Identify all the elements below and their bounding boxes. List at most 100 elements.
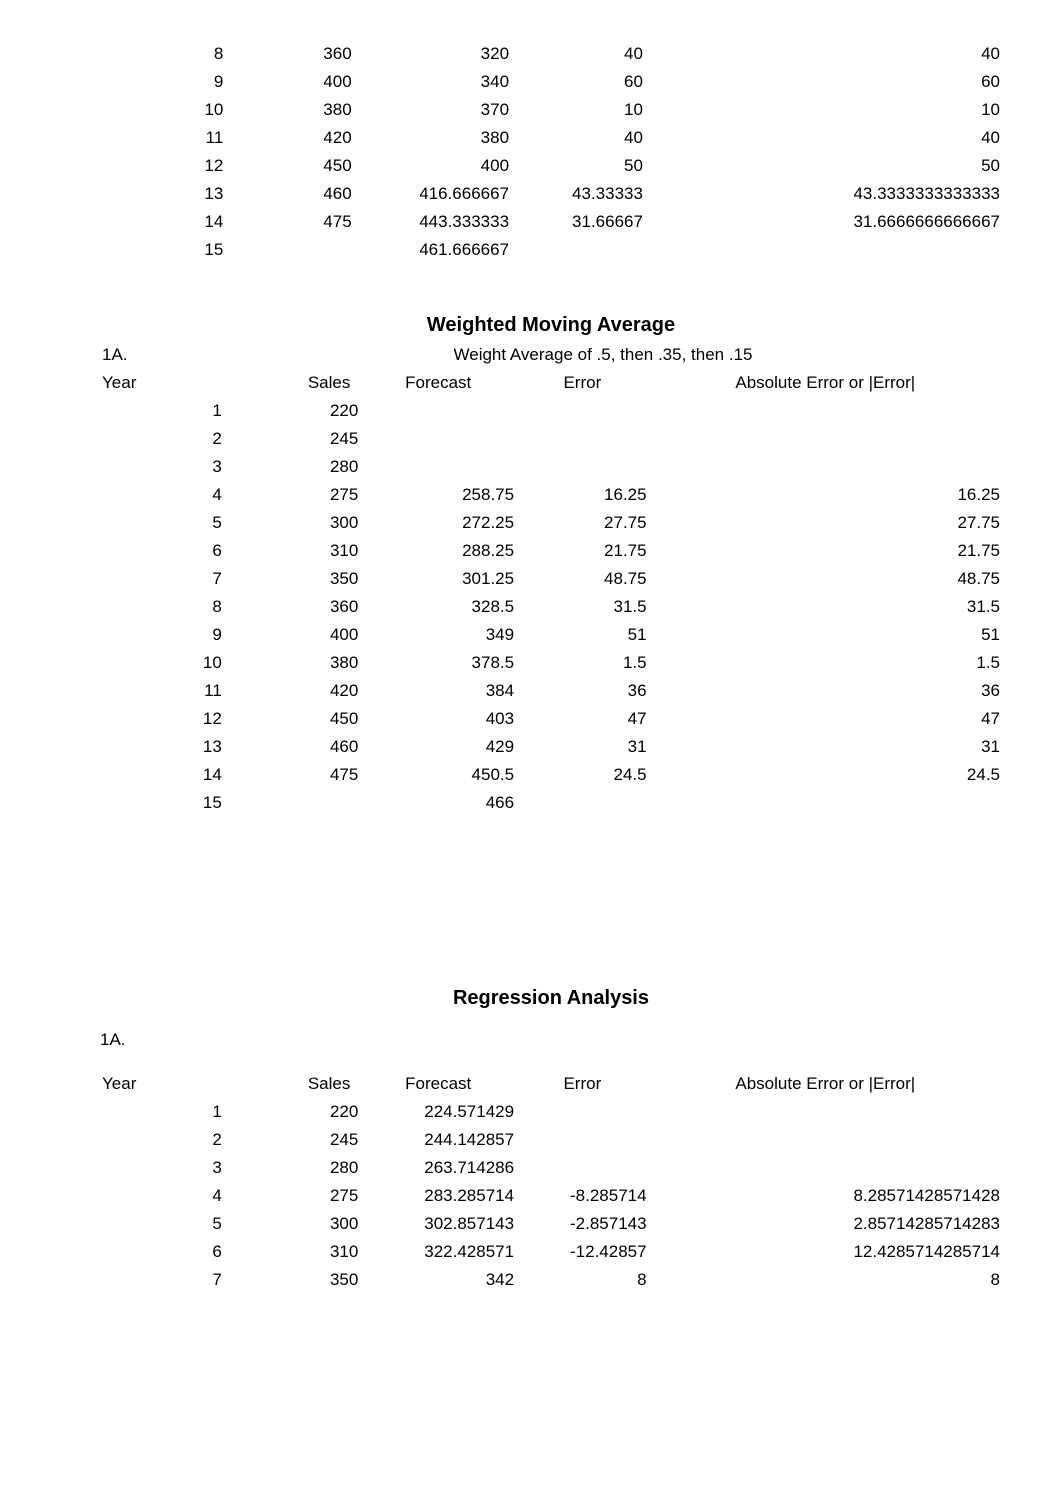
cell: 10	[100, 649, 242, 677]
cell: 2	[100, 425, 242, 453]
cell: 4	[100, 1182, 242, 1210]
cell: 47	[516, 705, 649, 733]
cell: 48.75	[516, 565, 649, 593]
cell: 3	[100, 1154, 242, 1182]
cell: 36	[516, 677, 649, 705]
table-row: 2245	[100, 425, 1002, 453]
cell: 360	[243, 40, 353, 68]
reg-h-sales: Sales	[242, 1070, 361, 1098]
table-row: 4275258.7516.2516.25	[100, 481, 1002, 509]
table-row: 4275283.285714-8.2857148.28571428571428	[100, 1182, 1002, 1210]
cell: 3	[100, 453, 242, 481]
cell: 60	[511, 68, 645, 96]
cell: 384	[360, 677, 516, 705]
table-row: 134604293131	[100, 733, 1002, 761]
table-row: 83603204040	[100, 40, 1002, 68]
cell: 21.75	[649, 537, 1002, 565]
reg-h-abs: Absolute Error or |Error|	[649, 1070, 1002, 1098]
table-row: 1220	[100, 397, 1002, 425]
cell: 12	[100, 152, 243, 180]
cell	[516, 1098, 649, 1126]
cell: 11	[100, 124, 243, 152]
cell	[649, 425, 1002, 453]
cell: 27.75	[649, 509, 1002, 537]
cell: 288.25	[360, 537, 516, 565]
cell: 31.66667	[511, 208, 645, 236]
cell: 340	[354, 68, 511, 96]
cell: 7	[100, 565, 242, 593]
cell	[649, 1126, 1002, 1154]
cell: 280	[242, 453, 361, 481]
cell: 380	[242, 649, 361, 677]
cell: 15	[100, 789, 242, 817]
cell: 2.85714285714283	[649, 1210, 1002, 1238]
cell	[516, 453, 649, 481]
cell: 24.5	[649, 761, 1002, 789]
cell: 50	[645, 152, 1002, 180]
cell: 9	[100, 621, 242, 649]
cell	[516, 425, 649, 453]
reg-h-err: Error	[516, 1070, 649, 1098]
cell: 258.75	[360, 481, 516, 509]
table-row: 5300272.2527.7527.75	[100, 509, 1002, 537]
cell: 27.75	[516, 509, 649, 537]
cell: 349	[360, 621, 516, 649]
cell: 400	[242, 621, 361, 649]
cell: 31	[649, 733, 1002, 761]
cell	[645, 236, 1002, 264]
cell: 11	[100, 677, 242, 705]
cell: 420	[242, 677, 361, 705]
table-row: 14475450.524.524.5	[100, 761, 1002, 789]
cell: 14	[100, 761, 242, 789]
wma-h-abs: Absolute Error or |Error|	[649, 369, 1002, 397]
wma-h-year: Year	[100, 369, 242, 397]
cell: 370	[354, 96, 511, 124]
cell: 429	[360, 733, 516, 761]
cell: 31.5	[516, 593, 649, 621]
cell: 40	[645, 124, 1002, 152]
wma-h-fore: Forecast	[360, 369, 516, 397]
table-row: 1220224.571429	[100, 1098, 1002, 1126]
regression-table: Year Sales Forecast Error Absolute Error…	[100, 1070, 1002, 1294]
cell: 1.5	[649, 649, 1002, 677]
cell: 7	[100, 1266, 242, 1294]
cell: 14	[100, 208, 243, 236]
cell: 280	[242, 1154, 361, 1182]
cell: 50	[511, 152, 645, 180]
table-row: 13460416.66666743.3333343.3333333333333	[100, 180, 1002, 208]
cell: 403	[360, 705, 516, 733]
cell: 6	[100, 537, 242, 565]
table-row: 15 466	[100, 789, 1002, 817]
cell: 31.6666666666667	[645, 208, 1002, 236]
cell: 378.5	[360, 649, 516, 677]
cell: 350	[242, 1266, 361, 1294]
cell: 36	[649, 677, 1002, 705]
cell: 60	[645, 68, 1002, 96]
cell: 466	[360, 789, 516, 817]
table-row: 103803701010	[100, 96, 1002, 124]
cell: 220	[242, 1098, 361, 1126]
cell: 43.33333	[511, 180, 645, 208]
cell	[649, 1098, 1002, 1126]
cell: 420	[243, 124, 353, 152]
table-row: 15461.666667	[100, 236, 1002, 264]
cell	[649, 453, 1002, 481]
cell	[511, 236, 645, 264]
cell: 31	[516, 733, 649, 761]
cell: 263.714286	[360, 1154, 516, 1182]
table-row: 7350301.2548.7548.75	[100, 565, 1002, 593]
top-table: 8360320404094003406060103803701010114203…	[100, 40, 1002, 264]
cell: 460	[243, 180, 353, 208]
table-row: 5300302.857143-2.8571432.85714285714283	[100, 1210, 1002, 1238]
cell	[649, 789, 1002, 817]
cell: 43.3333333333333	[645, 180, 1002, 208]
cell: 350	[242, 565, 361, 593]
cell	[516, 1154, 649, 1182]
cell: 244.142857	[360, 1126, 516, 1154]
table-row: 94003495151	[100, 621, 1002, 649]
table-row: 2245244.142857	[100, 1126, 1002, 1154]
cell: 310	[242, 537, 361, 565]
cell	[242, 789, 361, 817]
cell: 301.25	[360, 565, 516, 593]
cell: 416.666667	[354, 180, 511, 208]
